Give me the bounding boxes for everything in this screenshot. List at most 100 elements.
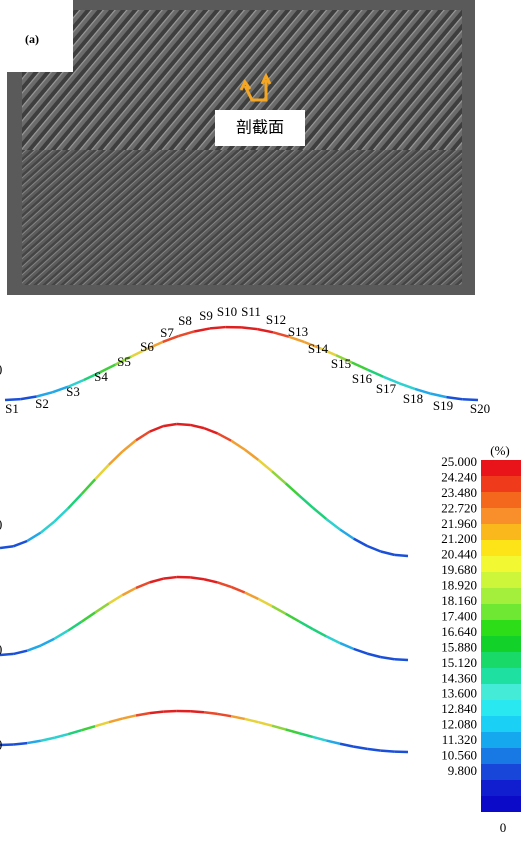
profile-segment [41, 639, 55, 646]
colorbar-label: 23.480 [441, 485, 477, 500]
profile-segment [257, 329, 273, 332]
profile-segment [190, 577, 204, 579]
profile-segment [163, 711, 177, 712]
profile-segment [204, 428, 218, 433]
profile-segment [14, 651, 28, 654]
colorbar-cell [481, 796, 521, 812]
section-label: S10 [217, 304, 237, 319]
profile-segment [122, 715, 136, 718]
section-label: S2 [35, 396, 49, 411]
profile-segment [367, 654, 381, 658]
section-label: S20 [470, 401, 490, 416]
profile-segment [122, 588, 136, 595]
profile-segment [136, 713, 150, 715]
profile-segment [122, 440, 136, 451]
profile-segment [177, 424, 191, 425]
profile-segment [109, 452, 123, 465]
profile-segment [150, 712, 164, 714]
profile-segment [381, 551, 395, 554]
panel-label: (a) [25, 32, 39, 46]
profile-label: ) [0, 736, 2, 751]
profile-segment [245, 450, 259, 460]
colorbar-cell [481, 636, 521, 652]
colorbar-cell [481, 524, 521, 540]
profile-segment [95, 603, 109, 612]
colorbar-cell [481, 748, 521, 764]
section-label: 剖截面 [236, 118, 284, 137]
section-label: S5 [117, 354, 131, 369]
colorbar-cell [481, 476, 521, 492]
profile-segment [352, 363, 368, 370]
profile-label: ) [0, 516, 2, 531]
profile-segment [326, 519, 340, 529]
profile-segment [286, 614, 300, 622]
profile-segment [340, 530, 354, 539]
profile-segment [299, 733, 313, 737]
profile-segment [354, 539, 368, 546]
profile-segment [313, 737, 327, 741]
colorbar-label: 15.120 [441, 655, 477, 670]
colorbar-label: 24.240 [441, 469, 477, 484]
colorbar-cell [481, 572, 521, 588]
profile-segment [340, 744, 354, 747]
profile-segment [258, 599, 272, 606]
colorbar-cell [481, 652, 521, 668]
section-label: S14 [308, 341, 329, 356]
profile-segment [242, 327, 258, 329]
profile-segment [95, 722, 109, 726]
section-label: S16 [352, 371, 373, 386]
colorbar-label: 16.640 [441, 624, 477, 639]
profile-segment [27, 741, 41, 743]
profile-segment [258, 722, 272, 726]
profile-segment [231, 441, 245, 450]
profile-segment [272, 726, 286, 730]
colorbar-label: 14.360 [441, 670, 477, 685]
profile-segment [218, 714, 232, 716]
section-label: S3 [66, 384, 80, 399]
profile-segment [136, 432, 150, 441]
profile-label: ) [0, 361, 2, 376]
profile-segment [340, 643, 354, 649]
profile-segment [0, 546, 14, 548]
profile-segment [68, 730, 82, 734]
colorbar-cell [481, 492, 521, 508]
profile-segment [14, 541, 28, 546]
profile-segment [299, 621, 313, 629]
profile-segment [27, 533, 41, 541]
colorbar-label: 12.840 [441, 701, 477, 716]
colorbar-label: 11.320 [442, 732, 477, 747]
profile-segment [218, 433, 232, 440]
profile-segment [286, 483, 300, 495]
section-label: S19 [433, 398, 453, 413]
profile-segment [326, 741, 340, 744]
profile-segment [354, 747, 368, 749]
profile-segment [204, 712, 218, 714]
profile-segment [286, 729, 300, 733]
profile-segment [190, 425, 204, 428]
profile-segment [272, 606, 286, 614]
colorbar-cell [481, 684, 521, 700]
section-label: S17 [376, 381, 397, 396]
colorbar-label: 10.560 [441, 748, 477, 763]
profile-segment [68, 494, 82, 508]
profile-segment [381, 751, 395, 752]
section-label: S4 [94, 369, 108, 384]
colorbar-label: 13.600 [441, 686, 477, 701]
section-label: S9 [199, 308, 213, 323]
section-label: S8 [178, 313, 192, 328]
profile-segment [68, 622, 82, 631]
profile-segment [313, 629, 327, 636]
profile-segment [245, 592, 259, 598]
colorbar-cell [481, 508, 521, 524]
colorbar-cell [481, 700, 521, 716]
figure: (a) 剖截面 ))))S1S2S3S4S5S6S7S8S9S10S11S12S… [0, 0, 525, 839]
colorbar-cell [481, 620, 521, 636]
colorbar-cell [481, 556, 521, 572]
profile-segment [399, 383, 415, 389]
section-label: S6 [140, 339, 154, 354]
colorbar-cell [481, 540, 521, 556]
profile-segment [210, 327, 226, 328]
profile-segment [150, 426, 164, 432]
profile-segment [163, 577, 177, 579]
profile-segment [394, 555, 408, 556]
